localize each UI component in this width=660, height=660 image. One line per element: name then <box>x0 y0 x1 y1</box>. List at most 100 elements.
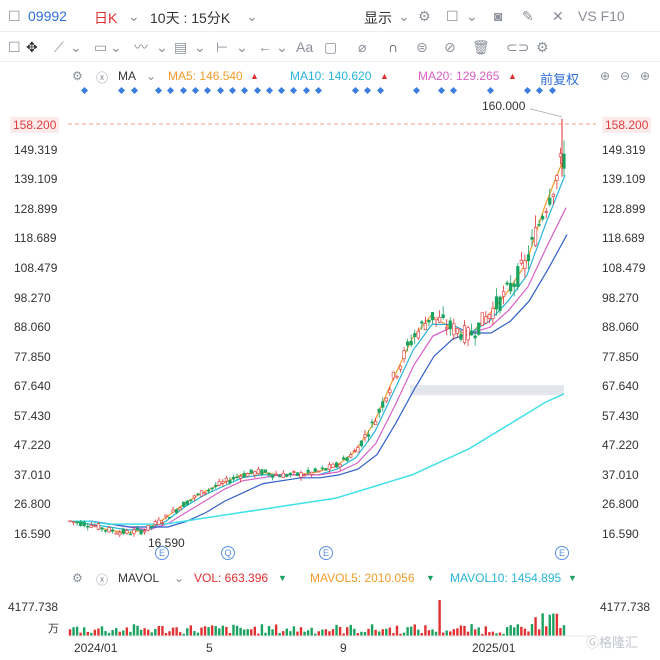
volume-bar <box>548 614 551 636</box>
text-tool-icon[interactable]: Aa <box>296 38 314 55</box>
event-dot[interactable] <box>179 86 187 95</box>
candle-body <box>374 420 378 425</box>
gear-icon[interactable]: ⚙ <box>72 571 83 585</box>
volume-bar <box>83 627 86 636</box>
event-dot[interactable] <box>241 86 249 95</box>
event-dot[interactable] <box>278 86 286 95</box>
event-dot[interactable] <box>167 86 175 95</box>
event-marker[interactable]: Q <box>221 546 235 560</box>
chevron-down-icon[interactable]: ⌄ <box>70 38 82 55</box>
candle-body <box>224 477 228 482</box>
event-marker[interactable]: E <box>155 546 169 560</box>
candle-body <box>441 314 445 318</box>
arrow-tool-icon[interactable]: ← <box>258 38 272 55</box>
close-icon[interactable]: ⓧ <box>96 573 109 587</box>
event-dot[interactable] <box>524 86 532 95</box>
chevron-down-icon[interactable]: ⌄ <box>276 38 288 55</box>
event-dot[interactable] <box>265 86 273 95</box>
event-dot[interactable] <box>314 86 323 95</box>
event-marker[interactable]: E <box>319 546 333 560</box>
vs-f10-button[interactable]: VS F10 <box>578 8 625 24</box>
event-dot[interactable] <box>290 86 298 95</box>
close-icon[interactable]: ⓧ <box>96 71 109 85</box>
link-icon[interactable]: ⊂⊃ <box>506 38 530 55</box>
chevron-down-icon[interactable]: ⌄ <box>174 571 185 585</box>
camera-icon[interactable]: ◙ <box>494 7 503 24</box>
kline-chart[interactable]: 158.200 158.200 149.319 149.319 139.109 139.1… <box>0 99 660 560</box>
candle-body <box>185 500 189 506</box>
candle-body <box>533 227 538 246</box>
ticker-code[interactable]: 09992 <box>28 7 67 24</box>
mavol-label[interactable]: MAVOL <box>118 571 160 585</box>
hide-icon[interactable]: ⊘ <box>444 38 456 55</box>
move-icon[interactable]: ✥ <box>26 38 38 55</box>
event-dot[interactable] <box>81 86 89 95</box>
lock-icon[interactable]: ⊜ <box>416 38 428 55</box>
wave-tool-icon[interactable]: 〰 <box>134 38 148 55</box>
candle-body <box>466 327 470 341</box>
gear-icon[interactable]: ⚙ <box>418 7 431 24</box>
event-dot[interactable] <box>155 86 163 95</box>
chevron-down-icon[interactable]: ⌄ <box>398 7 410 24</box>
event-marker[interactable]: E <box>555 546 569 560</box>
event-dot[interactable] <box>437 86 446 95</box>
pencil-icon[interactable]: ✎ <box>522 7 534 24</box>
adjust-button[interactable]: 前复权 <box>540 72 580 87</box>
event-dot[interactable] <box>536 86 544 95</box>
period-selector[interactable]: 日K <box>94 10 118 26</box>
event-dot[interactable] <box>228 86 236 95</box>
sidebar-toggle-icon[interactable]: ☐ <box>8 38 21 55</box>
chevron-down-icon[interactable]: ⌄ <box>236 38 248 55</box>
ma-label[interactable]: MA <box>118 69 136 83</box>
chevron-down-icon[interactable]: ⌄ <box>146 69 157 83</box>
candle-body <box>288 472 292 476</box>
zoom-in-icon[interactable]: ⊕ <box>600 69 611 83</box>
line-tool-icon[interactable]: ⟋ <box>54 38 64 55</box>
square-icon[interactable]: ☐ <box>446 7 459 24</box>
eraser-icon[interactable]: ⌀ <box>358 38 367 55</box>
range-selector[interactable]: 10天 : 15分K <box>150 10 231 26</box>
sidebar-toggle-icon[interactable]: ☐ <box>8 7 21 24</box>
ma10-value: MA10: 140.620 <box>290 69 372 83</box>
measure-tool-icon[interactable]: ⊢ <box>216 38 229 55</box>
trash-icon[interactable]: 🗑 <box>472 38 490 55</box>
event-dot[interactable] <box>487 86 495 95</box>
magnet-icon[interactable]: ∩ <box>388 38 399 55</box>
display-button[interactable]: 显示 <box>364 10 392 26</box>
chart-svg[interactable] <box>0 100 660 560</box>
zoom-out-icon[interactable]: ⊖ <box>620 69 631 83</box>
chevron-down-icon[interactable]: ⌄ <box>194 38 206 55</box>
event-dot[interactable] <box>130 86 138 95</box>
candle-body <box>221 481 225 484</box>
event-dot[interactable] <box>364 86 372 95</box>
event-dot[interactable] <box>302 86 310 95</box>
candle-body <box>292 471 296 473</box>
event-dot[interactable] <box>413 86 421 95</box>
candle-body <box>512 283 516 288</box>
close-icon[interactable]: ✕ <box>552 7 564 24</box>
event-dot[interactable] <box>253 86 261 95</box>
y-tick-label: 57.430 <box>14 408 51 423</box>
chevron-down-icon[interactable]: ⌄ <box>110 38 122 55</box>
rectangle-tool-icon[interactable]: ▭ <box>94 38 108 55</box>
candle-body <box>143 530 147 533</box>
event-dot[interactable] <box>118 86 126 95</box>
event-dot[interactable] <box>204 86 212 95</box>
chevron-down-icon[interactable]: ⌄ <box>128 7 140 24</box>
event-dot[interactable] <box>548 86 556 95</box>
settings-icon[interactable]: ⚙ <box>536 38 549 55</box>
event-dot[interactable] <box>376 86 384 95</box>
event-dot[interactable] <box>450 86 458 95</box>
chevron-down-icon[interactable]: ⌄ <box>466 7 478 24</box>
event-dot[interactable] <box>351 86 359 95</box>
comment-icon[interactable]: ▢ <box>324 38 338 55</box>
chevron-down-icon[interactable]: ⌄ <box>246 7 258 24</box>
gear-icon[interactable]: ⚙ <box>72 69 83 83</box>
ma-line-ma20 <box>72 207 567 531</box>
volume-bar <box>189 625 193 636</box>
event-dot[interactable] <box>191 86 200 95</box>
event-dot[interactable] <box>216 86 224 95</box>
fib-tool-icon[interactable]: ▤ <box>174 38 188 55</box>
chevron-down-icon[interactable]: ⌄ <box>156 38 168 55</box>
expand-icon[interactable]: ⊕ <box>640 69 651 83</box>
